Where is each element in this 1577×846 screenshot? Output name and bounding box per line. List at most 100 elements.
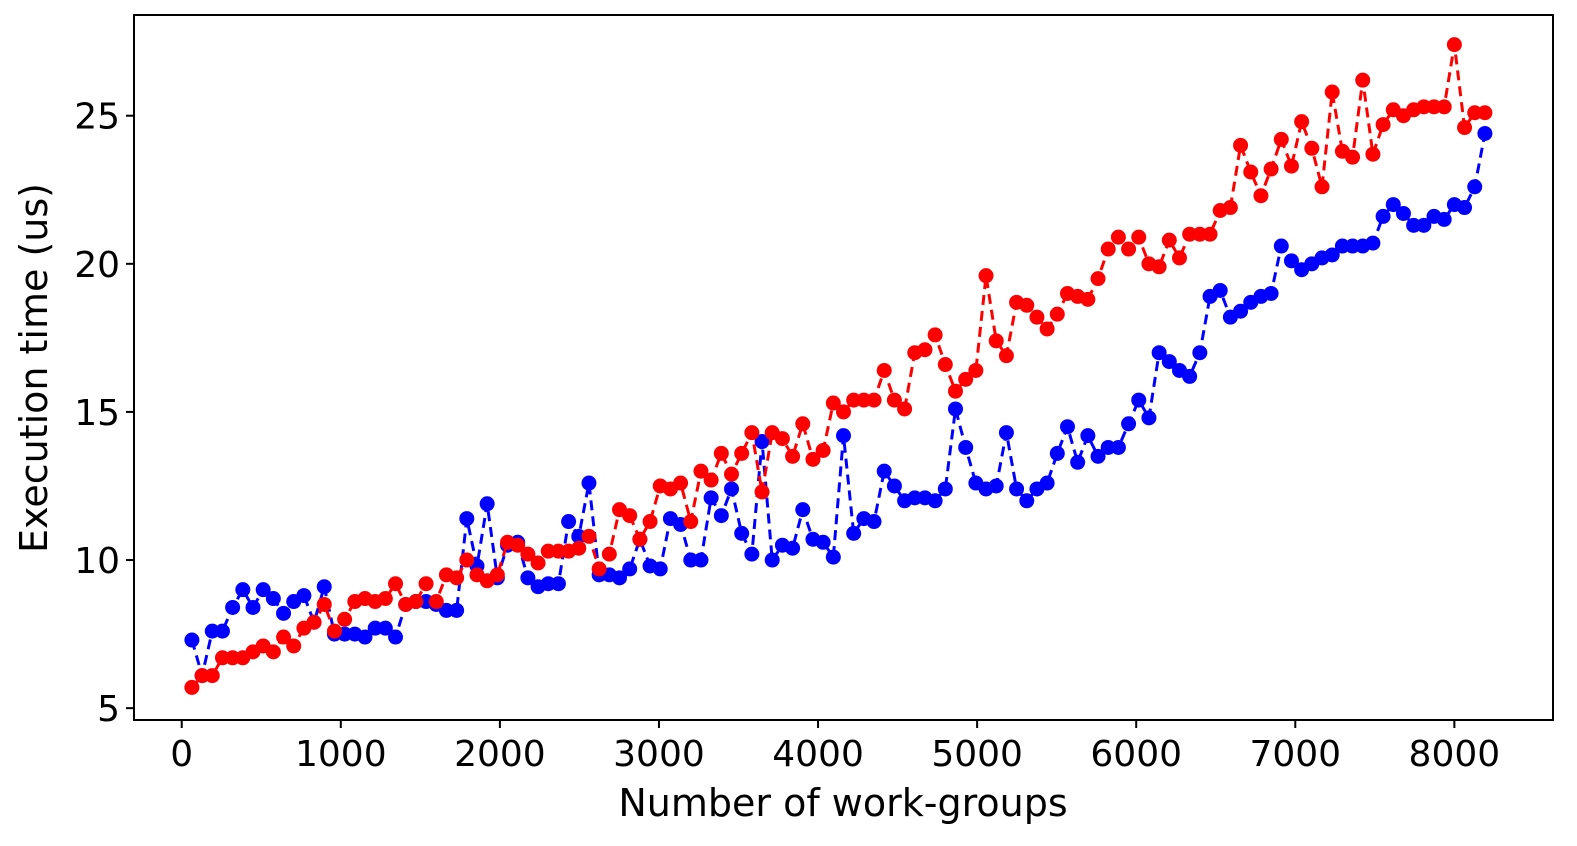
series-1-point [713,508,729,524]
series-1-point [1212,282,1228,298]
series-2-point [276,629,292,645]
series-1-point [1161,354,1177,370]
series-1-point [520,570,536,586]
series-1-point [612,570,628,586]
series-2-point [1121,241,1137,257]
series-1-point [1477,125,1493,141]
series-1-point [1192,345,1208,361]
x-tick-label: 2000 [454,734,546,775]
series-2-point [805,451,821,467]
series-1-point [937,481,953,497]
series-1-point [744,546,760,562]
series-1-point [947,401,963,417]
series-2-point [418,576,434,592]
series-2-point [1029,309,1045,325]
series-2-point [520,546,536,562]
series-2-point [785,448,801,464]
series-1-point [1324,247,1340,263]
series-1-point [958,439,974,455]
series-2-point [1161,232,1177,248]
y-tick-label: 25 [74,97,120,138]
series-2-point [825,395,841,411]
series-2-point [510,537,526,553]
series-2-point [968,362,984,378]
series-1-point [265,591,281,607]
series-1-point [316,579,332,595]
series-1-point [1385,197,1401,213]
series-1-point [276,605,292,621]
series-2-point [286,638,302,654]
series-2-point [642,514,658,530]
series-2-point [917,342,933,358]
series-1-point [703,490,719,506]
series-2-point [683,514,699,530]
series-2-point [693,463,709,479]
series-1-point [1151,345,1167,361]
series-1-point [1080,428,1096,444]
series-2-point [1151,259,1167,275]
series-2-point [1457,120,1473,136]
series-1-point [1467,179,1483,195]
series-1-point [1395,205,1411,221]
x-tick-label: 4000 [772,734,864,775]
series-2-point [886,392,902,408]
series-2-point [1314,179,1330,195]
series-layer [184,37,1493,695]
series-2-point [1446,37,1462,53]
series-2-point [1345,149,1361,165]
series-2-point [1304,140,1320,156]
series-1-point [1131,392,1147,408]
series-2-point [1080,291,1096,307]
series-1-point [1121,416,1137,432]
series-1-point [785,540,801,556]
y-tick-label: 5 [97,689,120,730]
series-2-point [184,679,200,695]
series-2-point [795,416,811,432]
series-1-point [1283,253,1299,269]
series-1-point [561,514,577,530]
x-tick-label: 0 [170,734,193,775]
series-1-point [1019,493,1035,509]
series-1-point [734,525,750,541]
series-1-point [693,552,709,568]
x-axis-label: Number of work-groups [618,781,1067,825]
series-2-point [1375,117,1391,133]
series-2-point [978,268,994,284]
series-2-point [204,668,220,684]
series-1-point [764,552,780,568]
series-1-point [927,493,943,509]
plot-frame [133,14,1554,721]
series-1-point [1457,200,1473,216]
series-1-point [815,534,831,550]
series-2-point [326,623,342,639]
series-1-point [724,481,740,497]
series-1-point [1233,303,1249,319]
series-1-point [998,425,1014,441]
series-1-point [479,496,495,512]
x-tick-label: 3000 [613,734,705,775]
series-1-point [846,525,862,541]
series-2-point [1222,200,1238,216]
series-2-point [337,611,353,627]
series-2-point [1131,229,1147,245]
series-1-point [1141,410,1157,426]
series-2-point [734,445,750,461]
series-2-point [408,594,424,610]
series-1-point [1273,238,1289,254]
series-1-point [581,475,597,491]
series-1-point [550,576,566,592]
series-1-point [459,511,475,527]
series-2-point [724,466,740,482]
series-2-point [1324,84,1340,100]
series-2-point [1171,250,1187,266]
series-1-point [1436,211,1452,227]
series-2-point [998,348,1014,364]
x-tick-label: 1000 [295,734,387,775]
series-1-point [377,620,393,636]
series-1-point [988,478,1004,494]
series-2-point [1253,188,1269,204]
series-2-point [937,357,953,373]
y-axis-ticks: 5 10 15 20 25 [74,97,134,730]
series-2-point [632,531,648,547]
series-2-point [388,576,404,592]
